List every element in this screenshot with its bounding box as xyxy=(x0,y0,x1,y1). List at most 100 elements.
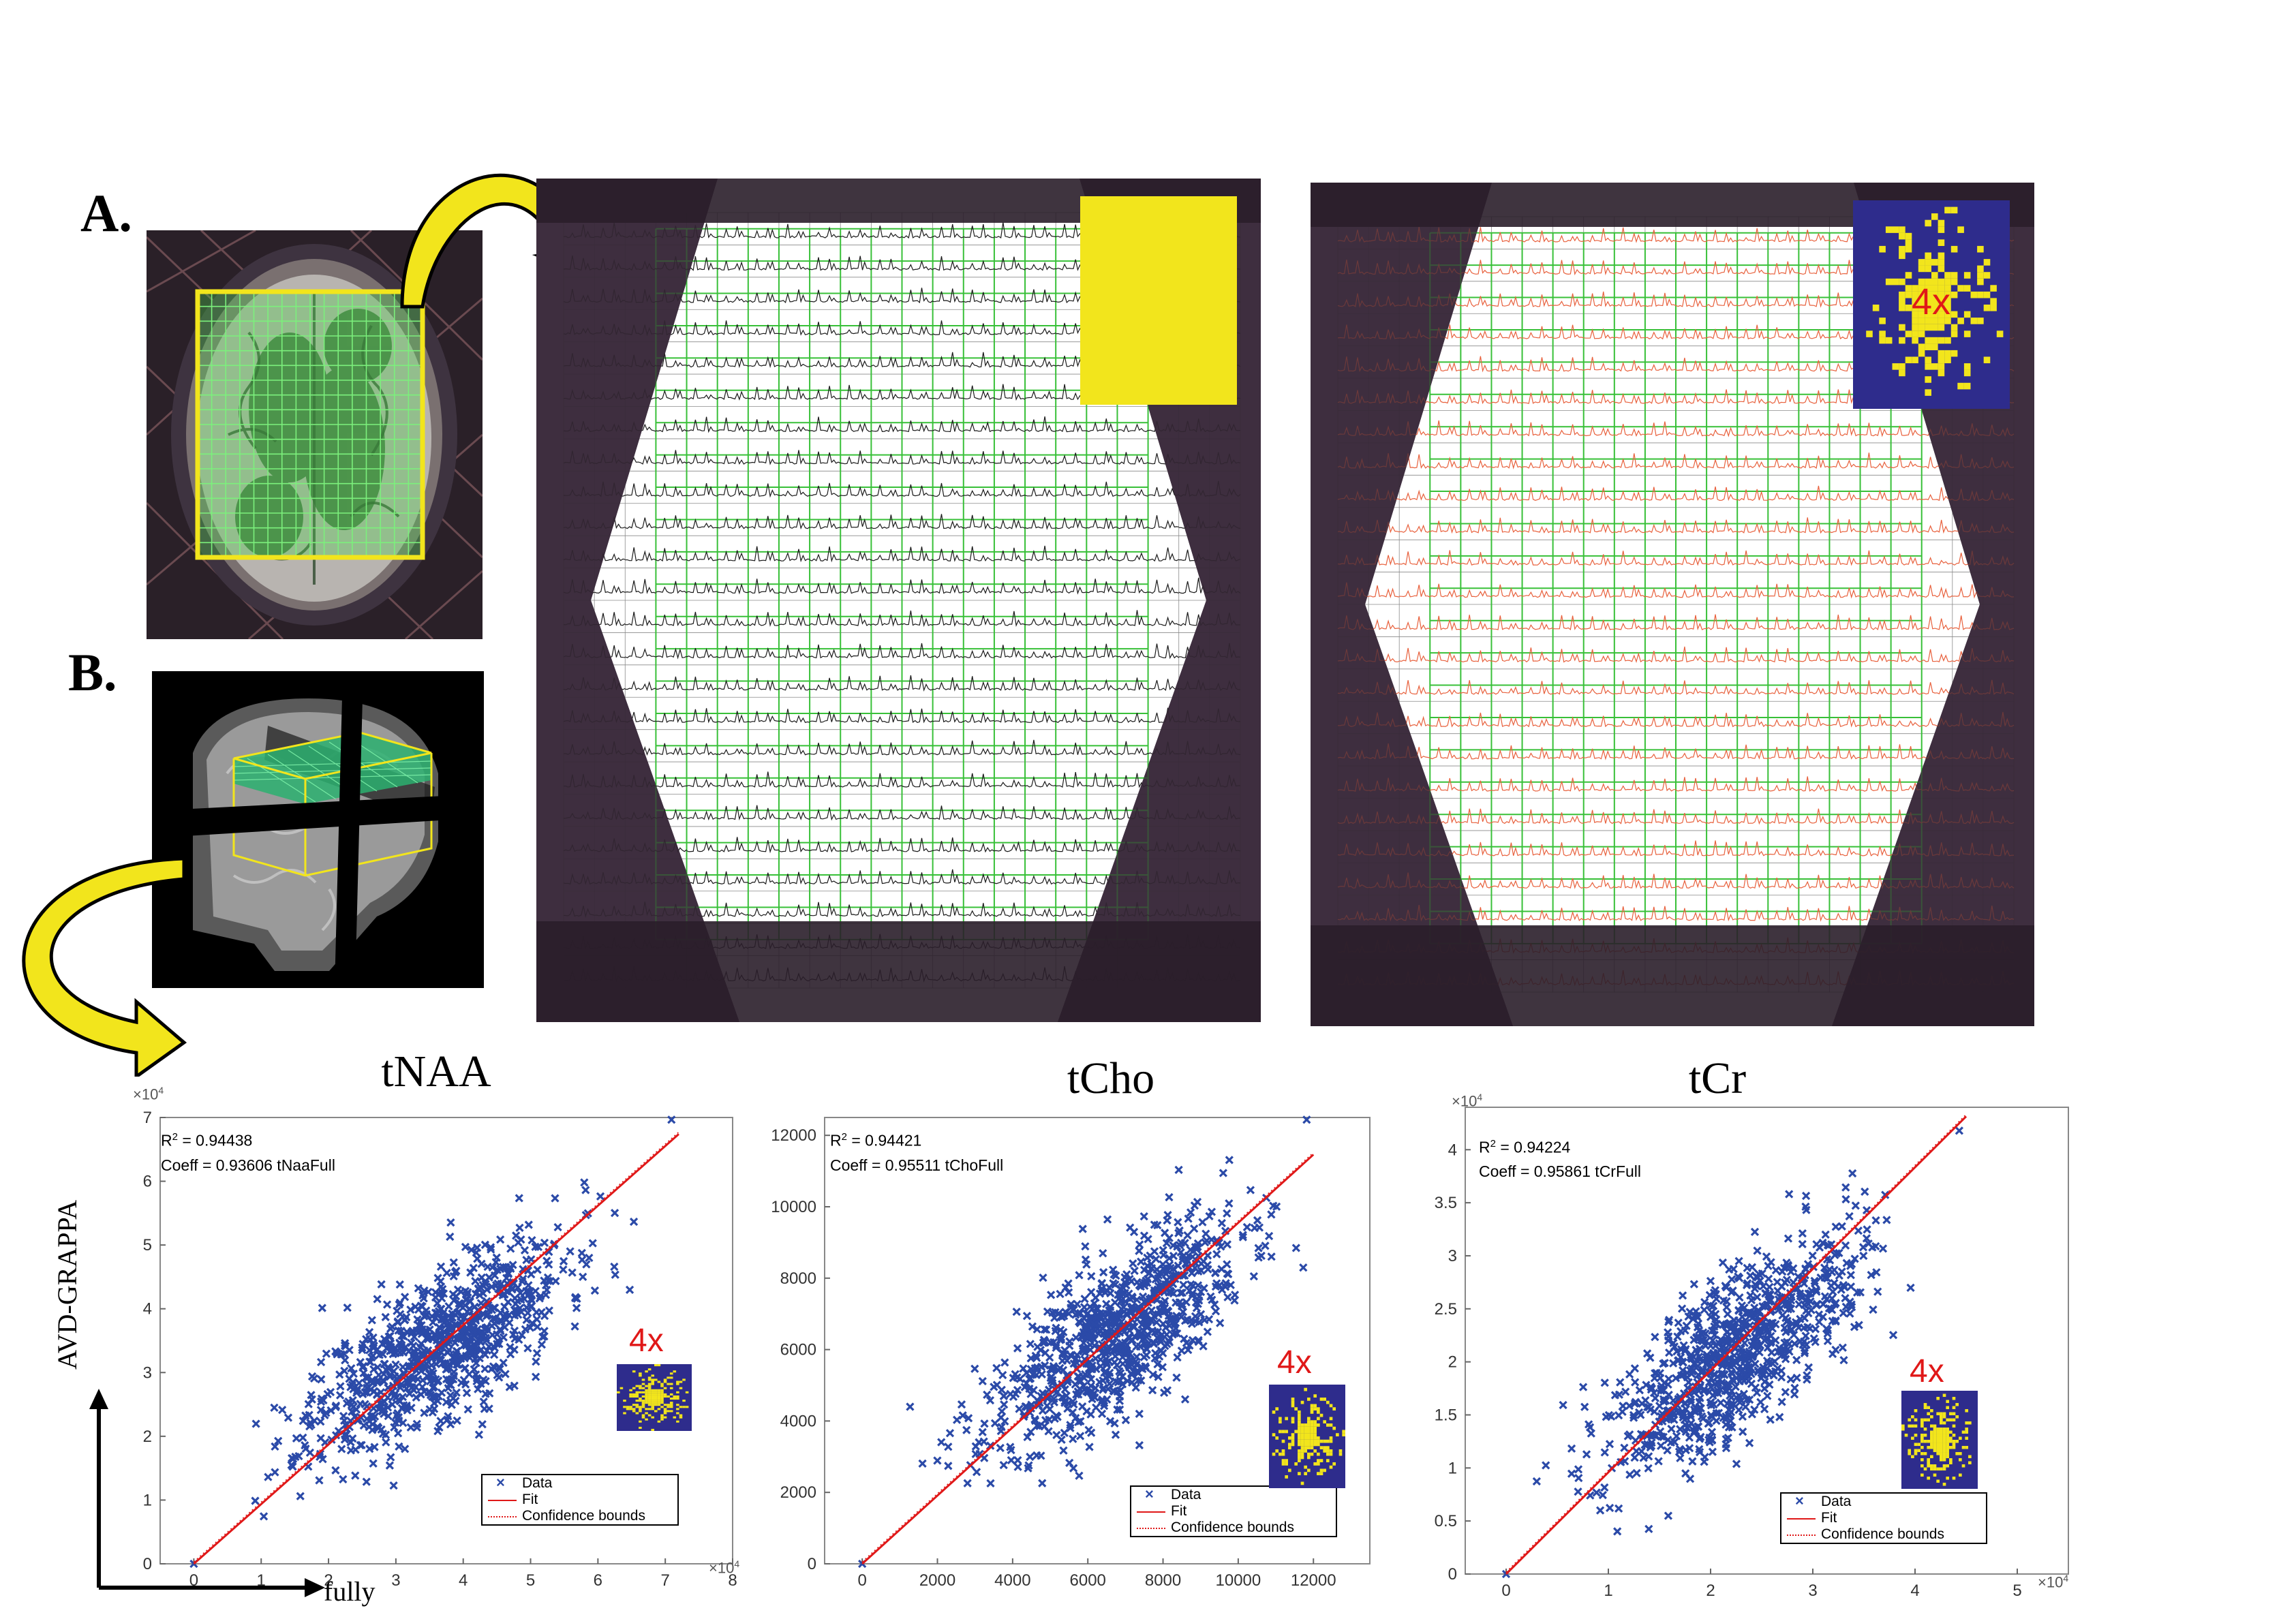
y-tick-label: 10000 xyxy=(771,1198,816,1216)
data-point xyxy=(1198,1218,1207,1227)
data-point xyxy=(414,1321,423,1330)
data-point xyxy=(1846,1271,1855,1280)
data-point xyxy=(1867,1271,1876,1280)
data-point xyxy=(1196,1310,1206,1319)
data-point xyxy=(532,1372,540,1381)
data-point xyxy=(1759,1282,1768,1291)
data-point xyxy=(339,1475,348,1484)
data-point xyxy=(1798,1239,1807,1249)
data-point xyxy=(1106,1289,1115,1298)
data-point xyxy=(970,1364,979,1373)
data-point xyxy=(1716,1385,1725,1394)
data-point xyxy=(1672,1432,1681,1440)
data-point xyxy=(1163,1266,1172,1275)
data-point xyxy=(1238,1231,1247,1239)
data-point xyxy=(1115,1367,1124,1376)
data-point xyxy=(1114,1378,1122,1387)
data-point xyxy=(1781,1387,1790,1397)
data-point xyxy=(471,1289,480,1298)
data-point xyxy=(1721,1435,1730,1444)
data-point xyxy=(497,1280,506,1289)
sampling-mask-inset: 4x xyxy=(1853,200,2010,409)
y-tick-label: 7 xyxy=(143,1109,152,1127)
data-point xyxy=(394,1395,403,1404)
data-point xyxy=(532,1357,540,1366)
data-point xyxy=(493,1336,502,1345)
data-point xyxy=(1673,1332,1682,1341)
data-point xyxy=(417,1329,426,1338)
data-point xyxy=(1726,1401,1734,1410)
data-point xyxy=(423,1372,433,1381)
data-point xyxy=(570,1322,579,1331)
data-point xyxy=(1706,1276,1715,1286)
data-point xyxy=(1065,1288,1073,1297)
data-point xyxy=(1269,1201,1278,1210)
data-point xyxy=(1784,1234,1793,1243)
data-point xyxy=(585,1253,594,1263)
x-tick-label: 8 xyxy=(728,1571,737,1590)
data-point xyxy=(1267,1210,1276,1219)
data-point xyxy=(1743,1364,1753,1374)
data-point xyxy=(1674,1356,1683,1365)
data-point xyxy=(1223,1209,1231,1218)
data-point xyxy=(1216,1242,1225,1251)
data-point xyxy=(629,1217,639,1227)
data-point xyxy=(1050,1414,1059,1423)
data-point xyxy=(1115,1405,1124,1414)
data-point xyxy=(1681,1427,1690,1436)
data-point xyxy=(1600,1378,1609,1387)
data-point xyxy=(1671,1374,1681,1383)
data-point xyxy=(1825,1265,1834,1274)
data-point xyxy=(1193,1242,1202,1251)
data-point xyxy=(1163,1216,1172,1225)
data-point xyxy=(406,1305,415,1314)
mask-figure-tcr xyxy=(1901,1391,1978,1489)
data-point xyxy=(568,1268,577,1277)
data-point xyxy=(1114,1291,1122,1299)
x-tick-label: 0 xyxy=(1501,1582,1510,1600)
stat-coeff-tcr: Coeff = 0.95861 tCrFull xyxy=(1479,1162,1642,1180)
data-point xyxy=(527,1235,536,1245)
data-point xyxy=(1221,1279,1230,1288)
data-point xyxy=(1029,1386,1038,1395)
data-point xyxy=(351,1471,360,1480)
data-point xyxy=(1246,1186,1255,1194)
data-point xyxy=(1766,1338,1775,1347)
data-point xyxy=(553,1222,562,1232)
data-point xyxy=(1075,1432,1085,1440)
data-point xyxy=(1862,1234,1871,1243)
data-point xyxy=(1587,1429,1595,1438)
data-point xyxy=(490,1350,499,1359)
data-point xyxy=(1771,1367,1780,1376)
data-point xyxy=(299,1433,307,1442)
data-point xyxy=(1121,1297,1130,1306)
data-point xyxy=(1617,1458,1625,1466)
data-point xyxy=(392,1348,401,1357)
data-point xyxy=(317,1375,326,1384)
y-tick-label: 3.5 xyxy=(1435,1194,1457,1212)
data-point xyxy=(962,1425,971,1434)
data-point xyxy=(1809,1334,1818,1343)
data-point xyxy=(1044,1427,1053,1436)
data-point xyxy=(667,1115,676,1124)
data-point xyxy=(524,1220,533,1229)
data-point xyxy=(1190,1201,1199,1210)
data-point xyxy=(979,1437,988,1446)
data-point xyxy=(1076,1309,1085,1318)
data-point xyxy=(1837,1267,1846,1276)
data-point xyxy=(1163,1276,1172,1285)
sagittal-brain-figure xyxy=(152,671,484,988)
data-point xyxy=(322,1408,331,1417)
data-point xyxy=(1230,1296,1239,1305)
data-point xyxy=(1850,1254,1859,1263)
data-point xyxy=(1700,1453,1709,1462)
data-point xyxy=(1771,1320,1780,1329)
data-point xyxy=(1302,1115,1311,1124)
axial-brain-image xyxy=(147,230,483,639)
stat-r2-tcho: R2 = 0.94421 xyxy=(830,1131,922,1150)
data-point xyxy=(1058,1356,1067,1366)
data-point xyxy=(429,1383,438,1392)
data-point xyxy=(1740,1304,1749,1312)
data-point xyxy=(1750,1405,1759,1414)
data-point xyxy=(402,1327,412,1336)
